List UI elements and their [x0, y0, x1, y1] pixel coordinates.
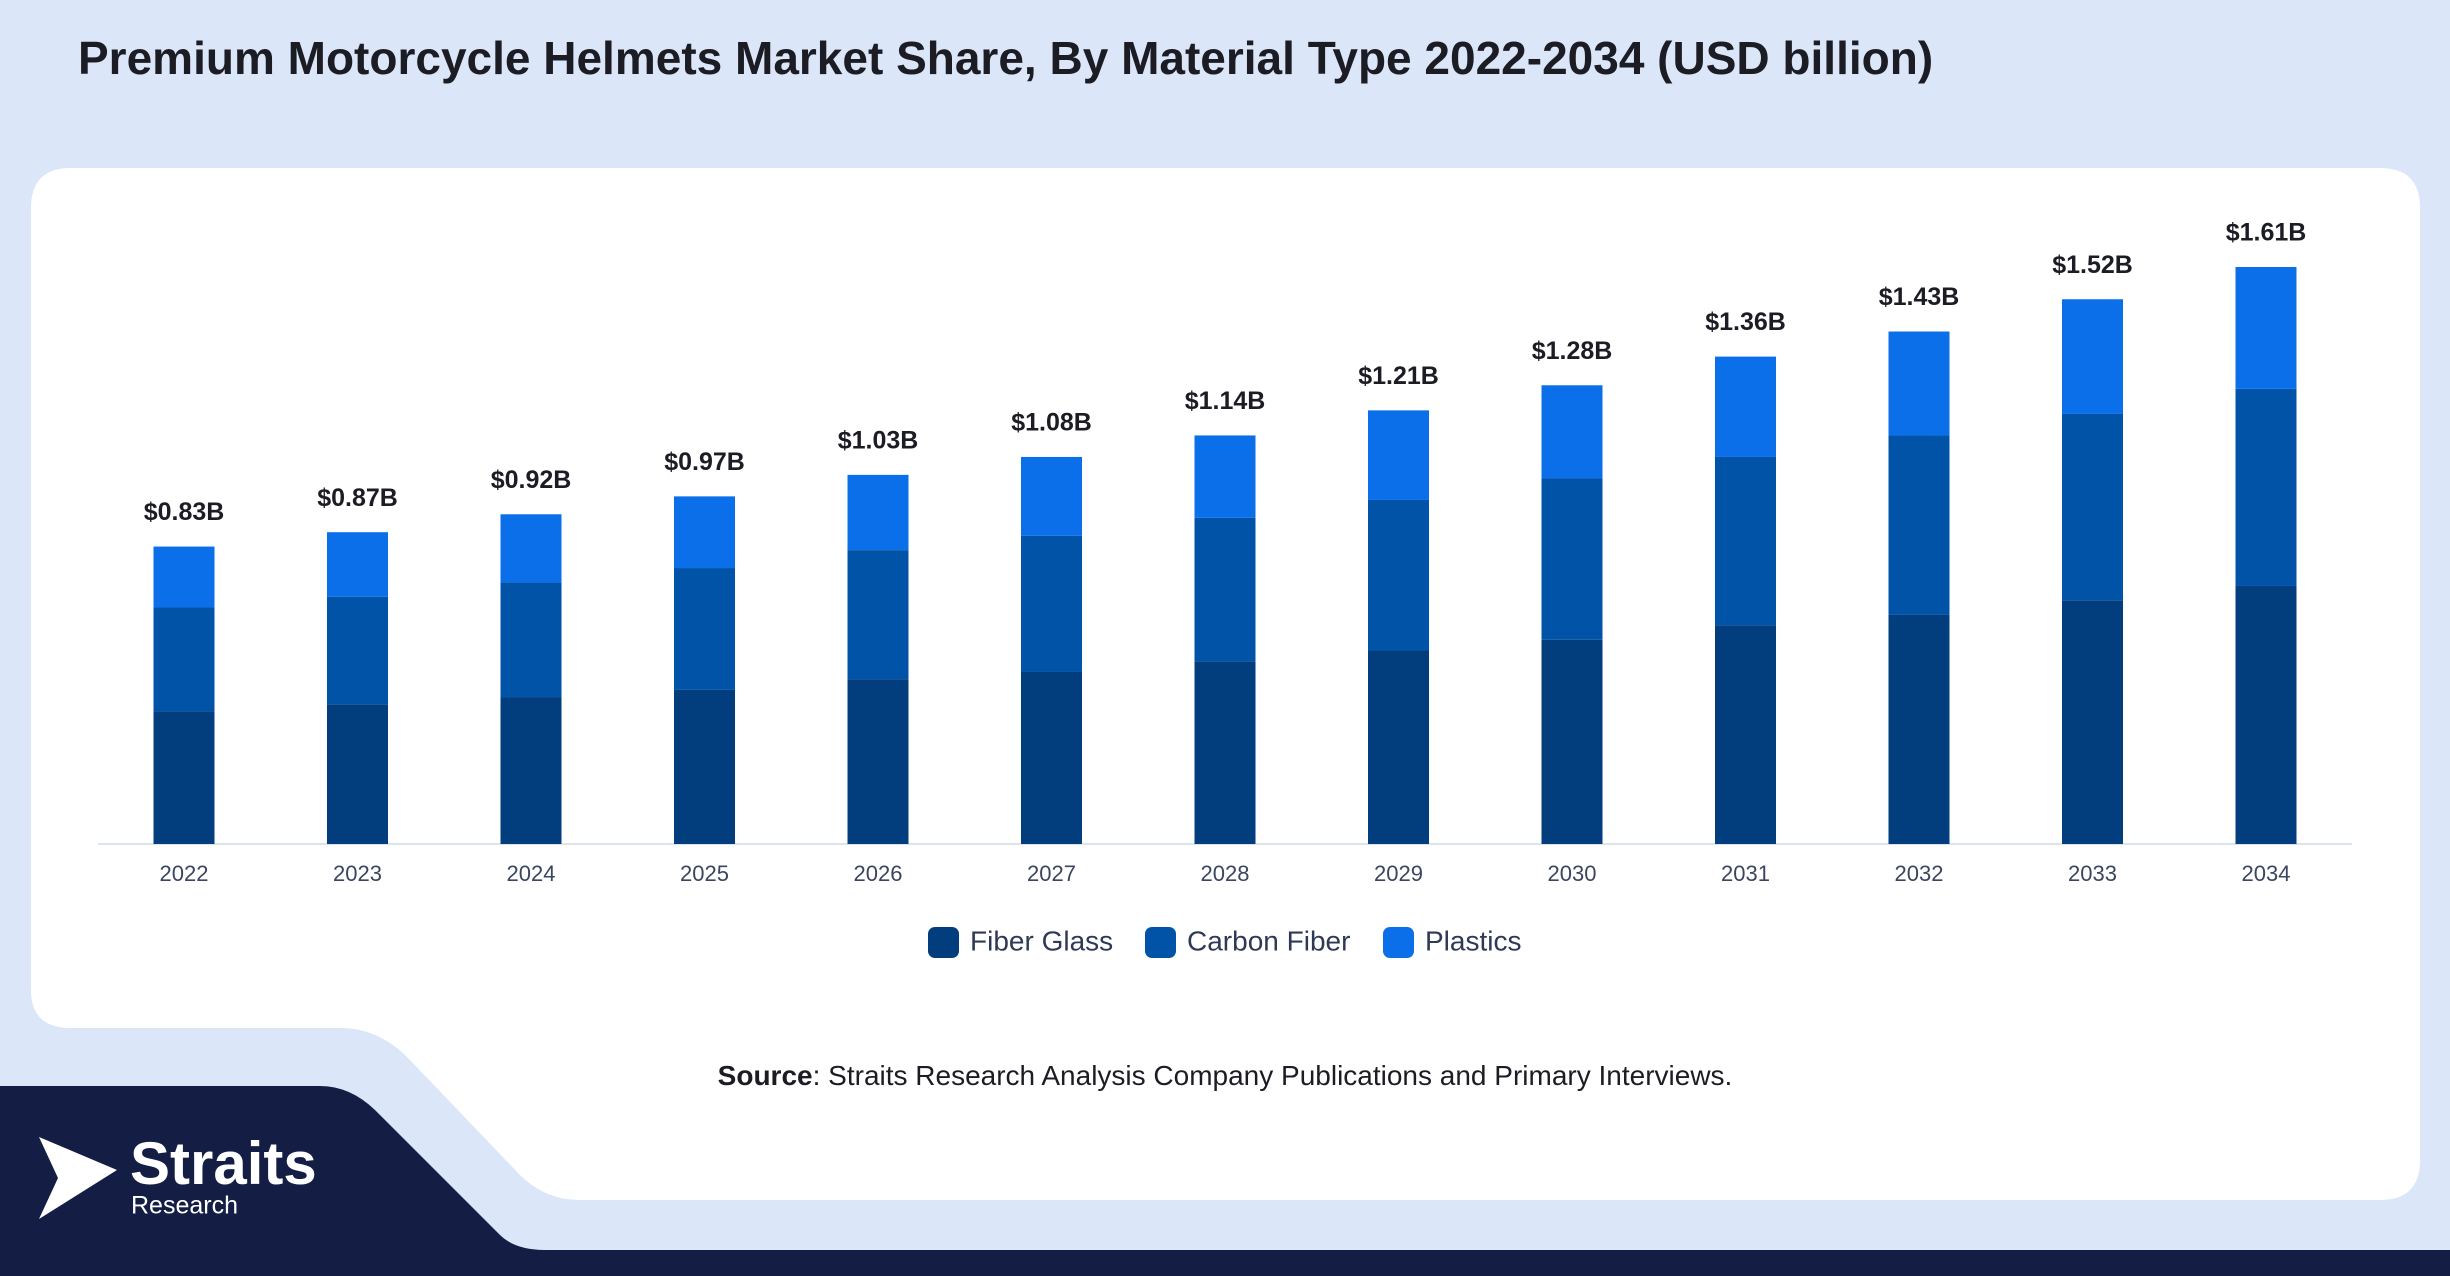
bar-segment	[327, 704, 388, 844]
bar-segment	[1368, 499, 1429, 651]
bar-segment	[500, 514, 562, 583]
footer-band	[0, 1086, 2450, 1276]
bar-segment	[847, 550, 909, 680]
legend-label: Plastics	[1425, 925, 1521, 956]
bar-segment	[847, 474, 909, 551]
chart-title: Premium Motorcycle Helmets Market Share,…	[78, 32, 1933, 84]
logo-sub: Research	[131, 1192, 238, 1220]
total-label: $1.36B	[1705, 308, 1786, 336]
bar-segment	[1021, 535, 1082, 672]
total-label: $1.28B	[1532, 337, 1613, 365]
source-note: Source: Straits Research Analysis Compan…	[718, 1060, 1733, 1091]
total-label: $1.03B	[838, 426, 919, 454]
total-label: $1.14B	[1185, 387, 1266, 415]
bar-segment	[153, 711, 215, 844]
bar-segment	[2062, 600, 2123, 844]
logo-name: Straits	[130, 1130, 317, 1197]
x-tick-label: 2028	[1201, 861, 1250, 886]
bar-segment	[1715, 456, 1776, 626]
bar-segment	[2235, 388, 2297, 586]
bar-segment	[2062, 413, 2123, 601]
x-tick-label: 2034	[2242, 861, 2291, 886]
total-label: $0.87B	[317, 484, 398, 512]
legend-swatch	[1145, 927, 1176, 958]
total-label: $1.52B	[2052, 251, 2133, 279]
bar-segment	[1194, 661, 1256, 844]
source-label: Source	[718, 1060, 813, 1091]
total-label: $1.08B	[1011, 409, 1092, 437]
x-tick-label: 2024	[507, 861, 556, 886]
bar-segment	[674, 496, 735, 569]
bar-segment	[153, 546, 215, 608]
bar-segment	[327, 596, 388, 705]
bar-segment	[327, 532, 388, 597]
bar-segment	[1715, 625, 1776, 844]
bar-segment	[1888, 331, 1950, 436]
bar-segment	[674, 568, 735, 690]
bar-segment	[2062, 299, 2123, 414]
x-tick-label: 2031	[1721, 861, 1770, 886]
bar-segment	[2235, 267, 2297, 389]
bar-segment	[1194, 517, 1256, 662]
bar-segment	[1021, 456, 1082, 536]
total-label: $0.83B	[144, 498, 225, 526]
total-label: $0.97B	[664, 448, 745, 476]
total-label: $1.21B	[1358, 362, 1439, 390]
total-label: $0.92B	[491, 466, 572, 494]
bar-segment	[674, 689, 735, 844]
x-tick-label: 2023	[333, 861, 382, 886]
x-tick-label: 2025	[680, 861, 729, 886]
bar-segment	[1888, 435, 1950, 615]
bar-segment	[2235, 585, 2297, 844]
legend-label: Carbon Fiber	[1187, 925, 1350, 956]
x-tick-label: 2022	[160, 861, 209, 886]
total-label: $1.61B	[2226, 219, 2307, 247]
x-tick-label: 2029	[1374, 861, 1423, 886]
x-tick-label: 2032	[1895, 861, 1944, 886]
source-text: : Straits Research Analysis Company Publ…	[813, 1060, 1733, 1091]
x-tick-label: 2033	[2068, 861, 2117, 886]
bar-segment	[1888, 614, 1950, 844]
logo-icon	[39, 1137, 117, 1219]
legend-swatch	[1383, 927, 1414, 958]
bar-segment	[1021, 671, 1082, 844]
bar-segment	[1368, 650, 1429, 844]
bar-segment	[1541, 385, 1603, 479]
bar-segment	[500, 697, 562, 844]
bar-segment	[153, 607, 215, 712]
bar-segment	[500, 582, 562, 698]
x-tick-label: 2026	[854, 861, 903, 886]
bar-segment	[1194, 435, 1256, 518]
x-tick-label: 2030	[1548, 861, 1597, 886]
legend-label: Fiber Glass	[970, 925, 1113, 956]
bar-segment	[847, 679, 909, 844]
x-tick-label: 2027	[1027, 861, 1076, 886]
legend-swatch	[928, 927, 959, 958]
bar-segment	[1541, 639, 1603, 844]
total-label: $1.43B	[1879, 283, 1960, 311]
bar-segment	[1368, 410, 1429, 500]
bar-segment	[1715, 356, 1776, 457]
bar-segment	[1541, 478, 1603, 640]
